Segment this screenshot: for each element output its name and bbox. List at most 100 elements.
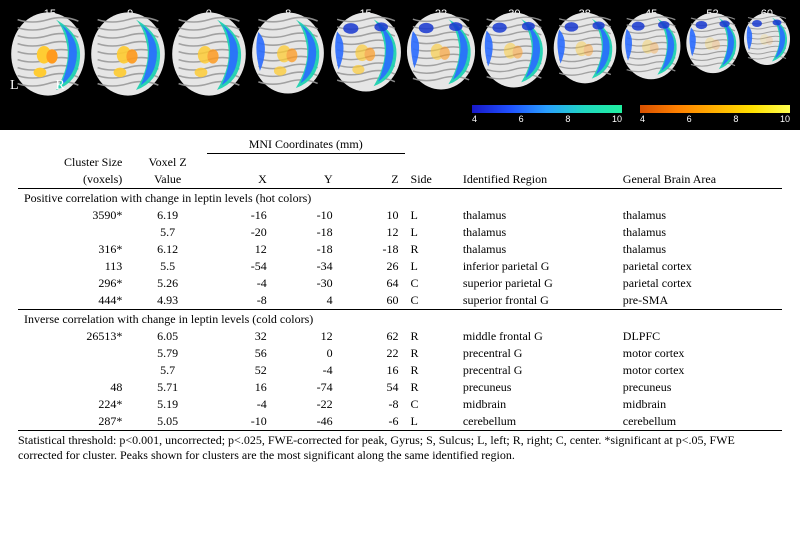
col-cluster-sub: (voxels)	[18, 171, 128, 189]
table-row: 224*5.19-4-22-8Cmidbrainmidbrain	[18, 396, 782, 413]
cell-side: L	[405, 413, 457, 431]
brain-slice: 30	[478, 10, 550, 90]
cell-side: C	[405, 275, 457, 292]
col-y: Y	[273, 171, 339, 189]
brain-slice-image	[551, 10, 619, 86]
brain-slice: 45	[619, 10, 683, 82]
cell-zz: 62	[339, 328, 405, 345]
cell-z: 5.7	[128, 224, 207, 241]
colorbars: 46810 46810	[472, 105, 790, 124]
cell-region: thalamus	[457, 241, 617, 258]
cell-area: parietal cortex	[617, 258, 782, 275]
table-row: 316*6.1212-18-18Rthalamusthalamus	[18, 241, 782, 258]
colorbar-hot: 46810	[640, 105, 790, 124]
table-row: 485.7116-7454Rprecuneusprecuneus	[18, 379, 782, 396]
cell-zz: 12	[339, 224, 405, 241]
cell-region: precuneus	[457, 379, 617, 396]
cell-side: R	[405, 362, 457, 379]
cell-cluster: 316*	[18, 241, 128, 258]
cell-region: middle frontal G	[457, 328, 617, 345]
col-region: Identified Region	[457, 171, 617, 189]
cell-x: 32	[207, 328, 273, 345]
results-table: MNI Coordinates (mm) Cluster Size Voxel …	[18, 136, 782, 431]
col-voxelz-sub: Value	[128, 171, 207, 189]
table-row: 287*5.05-10-46-6Lcerebellumcerebellum	[18, 413, 782, 431]
cell-cluster	[18, 345, 128, 362]
cell-area: motor cortex	[617, 345, 782, 362]
table-row: 5.7-20-1812Lthalamusthalamus	[18, 224, 782, 241]
cell-region: precentral G	[457, 362, 617, 379]
cell-x: 52	[207, 362, 273, 379]
brain-slice-image	[619, 10, 683, 82]
cell-zz: 26	[339, 258, 405, 275]
brain-slice-panel: -15-90815223038455260 L R 46810 46810	[0, 0, 800, 130]
cell-zz: 64	[339, 275, 405, 292]
cell-zz: -8	[339, 396, 405, 413]
cell-x: 12	[207, 241, 273, 258]
col-z: Z	[339, 171, 405, 189]
cell-z: 5.5	[128, 258, 207, 275]
results-table-wrap: MNI Coordinates (mm) Cluster Size Voxel …	[0, 130, 800, 431]
cell-x: -8	[207, 292, 273, 310]
cell-area: precuneus	[617, 379, 782, 396]
cell-x: 56	[207, 345, 273, 362]
col-area: General Brain Area	[617, 171, 782, 189]
cell-region: superior parietal G	[457, 275, 617, 292]
brain-slice: 60	[742, 10, 792, 68]
cell-area: DLPFC	[617, 328, 782, 345]
cell-x: -10	[207, 413, 273, 431]
section-title: Positive correlation with change in lept…	[18, 188, 782, 207]
cell-z: 6.19	[128, 207, 207, 224]
cell-y: -10	[273, 207, 339, 224]
cell-side: L	[405, 224, 457, 241]
cell-side: R	[405, 345, 457, 362]
cell-y: 12	[273, 328, 339, 345]
mni-header: MNI Coordinates (mm)	[207, 136, 405, 154]
cell-x: -4	[207, 396, 273, 413]
cell-region: midbrain	[457, 396, 617, 413]
cell-cluster: 296*	[18, 275, 128, 292]
cell-area: cerebellum	[617, 413, 782, 431]
cell-z: 5.26	[128, 275, 207, 292]
cell-side: C	[405, 396, 457, 413]
cell-region: inferior parietal G	[457, 258, 617, 275]
cell-area: thalamus	[617, 207, 782, 224]
cell-y: -46	[273, 413, 339, 431]
cell-x: -54	[207, 258, 273, 275]
brain-slice-image	[328, 10, 404, 94]
cell-region: precentral G	[457, 345, 617, 362]
cell-cluster: 287*	[18, 413, 128, 431]
table-row: 5.7956022Rprecentral Gmotor cortex	[18, 345, 782, 362]
cell-cluster: 48	[18, 379, 128, 396]
cell-cluster: 224*	[18, 396, 128, 413]
cell-z: 5.05	[128, 413, 207, 431]
table-row: 5.752-416Rprecentral Gmotor cortex	[18, 362, 782, 379]
cell-y: 0	[273, 345, 339, 362]
table-row: 444*4.93-8460Csuperior frontal Gpre-SMA	[18, 292, 782, 310]
table-row: 296*5.26-4-3064Csuperior parietal Gparie…	[18, 275, 782, 292]
brain-slice-image	[404, 10, 478, 92]
col-voxelz: Voxel Z	[128, 154, 207, 171]
cell-cluster: 26513*	[18, 328, 128, 345]
orientation-labels: L R	[10, 78, 65, 94]
cell-cluster: 3590*	[18, 207, 128, 224]
table-row: 3590*6.19-16-1010Lthalamusthalamus	[18, 207, 782, 224]
cell-z: 5.7	[128, 362, 207, 379]
cell-z: 6.12	[128, 241, 207, 258]
brain-slice: 38	[551, 10, 619, 86]
cell-y: -18	[273, 224, 339, 241]
cell-x: -16	[207, 207, 273, 224]
col-cluster: Cluster Size	[18, 154, 128, 171]
cell-region: thalamus	[457, 207, 617, 224]
cell-side: R	[405, 241, 457, 258]
cell-x: 16	[207, 379, 273, 396]
table-footnote: Statistical threshold: p<0.001, uncorrec…	[0, 431, 800, 463]
cell-side: R	[405, 328, 457, 345]
brain-slice-image	[478, 10, 550, 90]
cell-region: cerebellum	[457, 413, 617, 431]
colorbar-cold-gradient	[472, 105, 622, 113]
cell-zz: -6	[339, 413, 405, 431]
colorbar-cold-ticks: 46810	[472, 114, 622, 124]
cell-z: 4.93	[128, 292, 207, 310]
cell-z: 5.71	[128, 379, 207, 396]
